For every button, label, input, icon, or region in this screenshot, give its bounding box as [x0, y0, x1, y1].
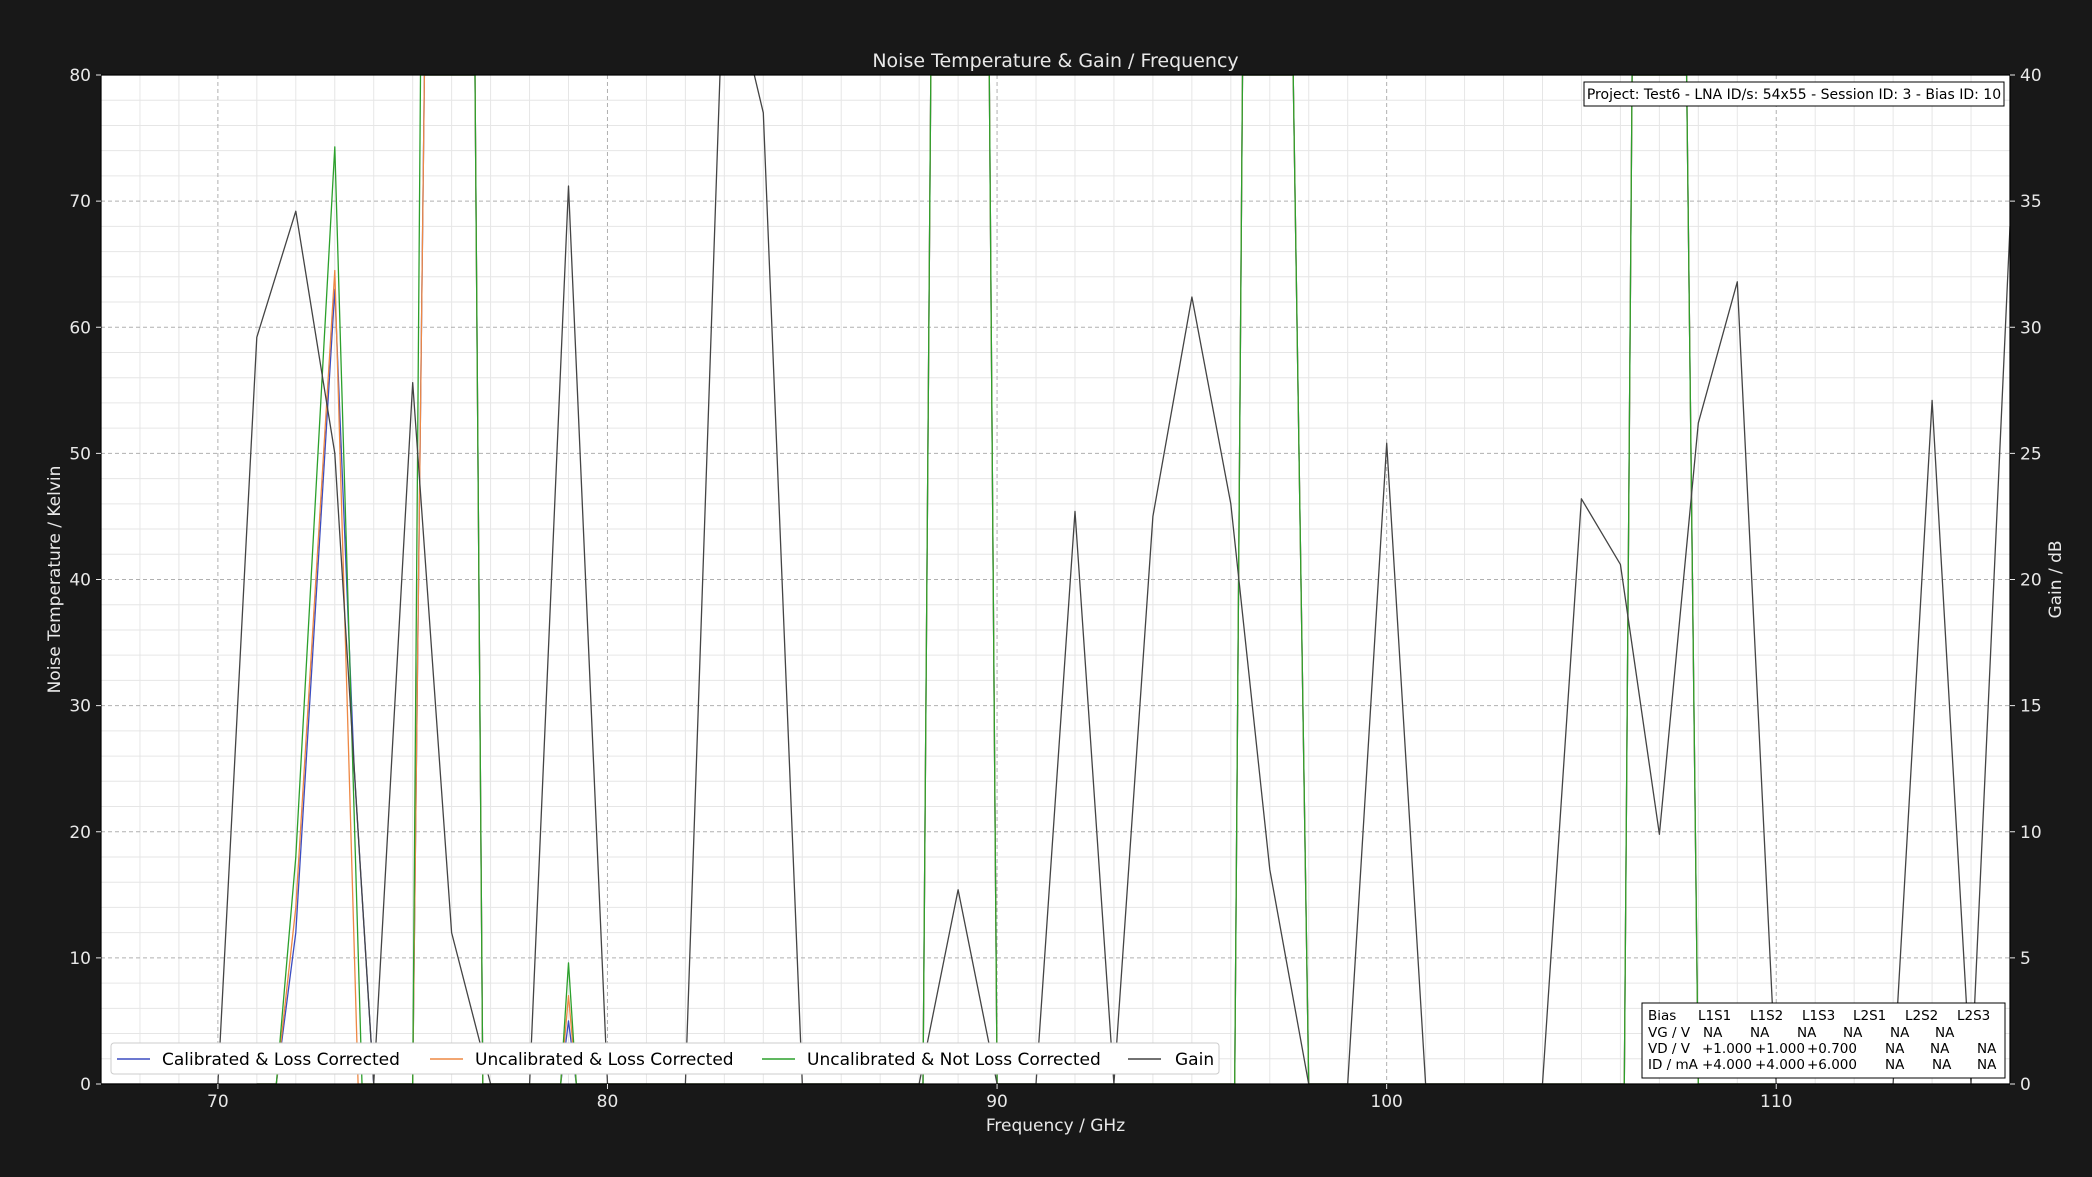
- bias-cell: +4.000: [1755, 1057, 1805, 1073]
- bias-col-header: L2S3: [1957, 1008, 1990, 1024]
- y-tick-label: 20: [69, 823, 91, 843]
- bias-col-header: Bias: [1648, 1008, 1676, 1024]
- legend: Calibrated & Loss Corrected Uncalibrated…: [110, 1042, 1220, 1075]
- y2-axis-label: Gain / dB: [2046, 540, 2066, 618]
- bias-cell: NA: [1843, 1025, 1863, 1041]
- x-axis-ticks: 70 80 90 100 110: [207, 1084, 1792, 1112]
- legend-frame: [110, 1042, 1220, 1075]
- bias-cell: +6.000: [1807, 1057, 1857, 1073]
- x-tick-label: 100: [1370, 1092, 1402, 1112]
- y-tick-label: 0: [80, 1075, 91, 1095]
- y-tick-label: 70: [69, 192, 91, 212]
- chart-title: Noise Temperature & Gain / Frequency: [872, 50, 1238, 72]
- y2-tick-label: 30: [2020, 318, 2042, 338]
- y2-tick-label: 20: [2020, 571, 2042, 591]
- bias-cell: NA: [1890, 1025, 1910, 1041]
- bias-table-frame: [1641, 1002, 2006, 1079]
- bias-table: Bias L1S1 L1S2 L1S3 L2S1 L2S2 L2S3 VG / …: [1641, 1002, 2006, 1079]
- info-box: Project: Test6 - LNA ID/s: 54x55 - Sessi…: [1583, 81, 2005, 107]
- y-axis-label: Noise Temperature / Kelvin: [45, 466, 65, 694]
- y2-tick-label: 5: [2020, 949, 2031, 969]
- info-box-text: Project: Test6 - LNA ID/s: 54x55 - Sessi…: [1587, 87, 2001, 103]
- bias-cell: NA: [1977, 1041, 1997, 1057]
- legend-label-not-loss-corrected: Uncalibrated & Not Loss Corrected: [807, 1050, 1101, 1070]
- y2-tick-label: 15: [2020, 697, 2042, 717]
- bias-cell: NA: [1885, 1057, 1905, 1073]
- bias-cell: NA: [1930, 1041, 1950, 1057]
- bias-cell: NA: [1750, 1025, 1770, 1041]
- y-tick-label: 40: [69, 571, 91, 591]
- y-tick-label: 10: [69, 949, 91, 969]
- legend-label-calibrated: Calibrated & Loss Corrected: [162, 1050, 400, 1070]
- x-tick-label: 110: [1760, 1092, 1792, 1112]
- legend-label-gain: Gain: [1175, 1050, 1214, 1070]
- y2-axis-ticks: 0 5 10 15 20 25 30 35 40: [2010, 66, 2042, 1095]
- info-box-frame: [1583, 81, 2005, 107]
- x-tick-label: 70: [207, 1092, 229, 1112]
- y-tick-label: 50: [69, 444, 91, 464]
- x-tick-label: 90: [986, 1092, 1008, 1112]
- bias-col-header: L2S2: [1905, 1008, 1938, 1024]
- y2-tick-label: 40: [2020, 66, 2042, 86]
- y2-tick-label: 0: [2020, 1075, 2031, 1095]
- bias-cell: NA: [1885, 1041, 1905, 1057]
- y-tick-label: 60: [69, 318, 91, 338]
- bias-cell: NA: [1797, 1025, 1817, 1041]
- bias-col-header: L2S1: [1853, 1008, 1886, 1024]
- bias-cell: +1.000: [1702, 1041, 1752, 1057]
- bias-cell: NA: [1703, 1025, 1723, 1041]
- y2-tick-label: 25: [2020, 444, 2042, 464]
- y2-tick-label: 35: [2020, 192, 2042, 212]
- bias-col-header: L1S2: [1750, 1008, 1783, 1024]
- y-axis-ticks: 0 10 20 30 40 50 60 70 80: [69, 66, 101, 1095]
- bias-cell: NA: [1932, 1057, 1952, 1073]
- y-tick-label: 30: [69, 697, 91, 717]
- bias-col-header: L1S1: [1698, 1008, 1731, 1024]
- bias-cell: VD / V: [1648, 1041, 1691, 1057]
- bias-cell: VG / V: [1648, 1025, 1691, 1041]
- bias-cell: +4.000: [1702, 1057, 1752, 1073]
- bias-cell: ID / mA: [1648, 1057, 1699, 1073]
- bias-cell: NA: [1935, 1025, 1955, 1041]
- bias-cell: +1.000: [1755, 1041, 1805, 1057]
- x-tick-label: 80: [597, 1092, 619, 1112]
- bias-cell: +0.700: [1807, 1041, 1857, 1057]
- y-tick-label: 80: [69, 66, 91, 86]
- legend-label-uncalibrated: Uncalibrated & Loss Corrected: [475, 1050, 734, 1070]
- y2-tick-label: 10: [2020, 823, 2042, 843]
- x-axis-label: Frequency / GHz: [986, 1116, 1125, 1136]
- bias-cell: NA: [1977, 1057, 1997, 1073]
- bias-col-header: L1S3: [1802, 1008, 1835, 1024]
